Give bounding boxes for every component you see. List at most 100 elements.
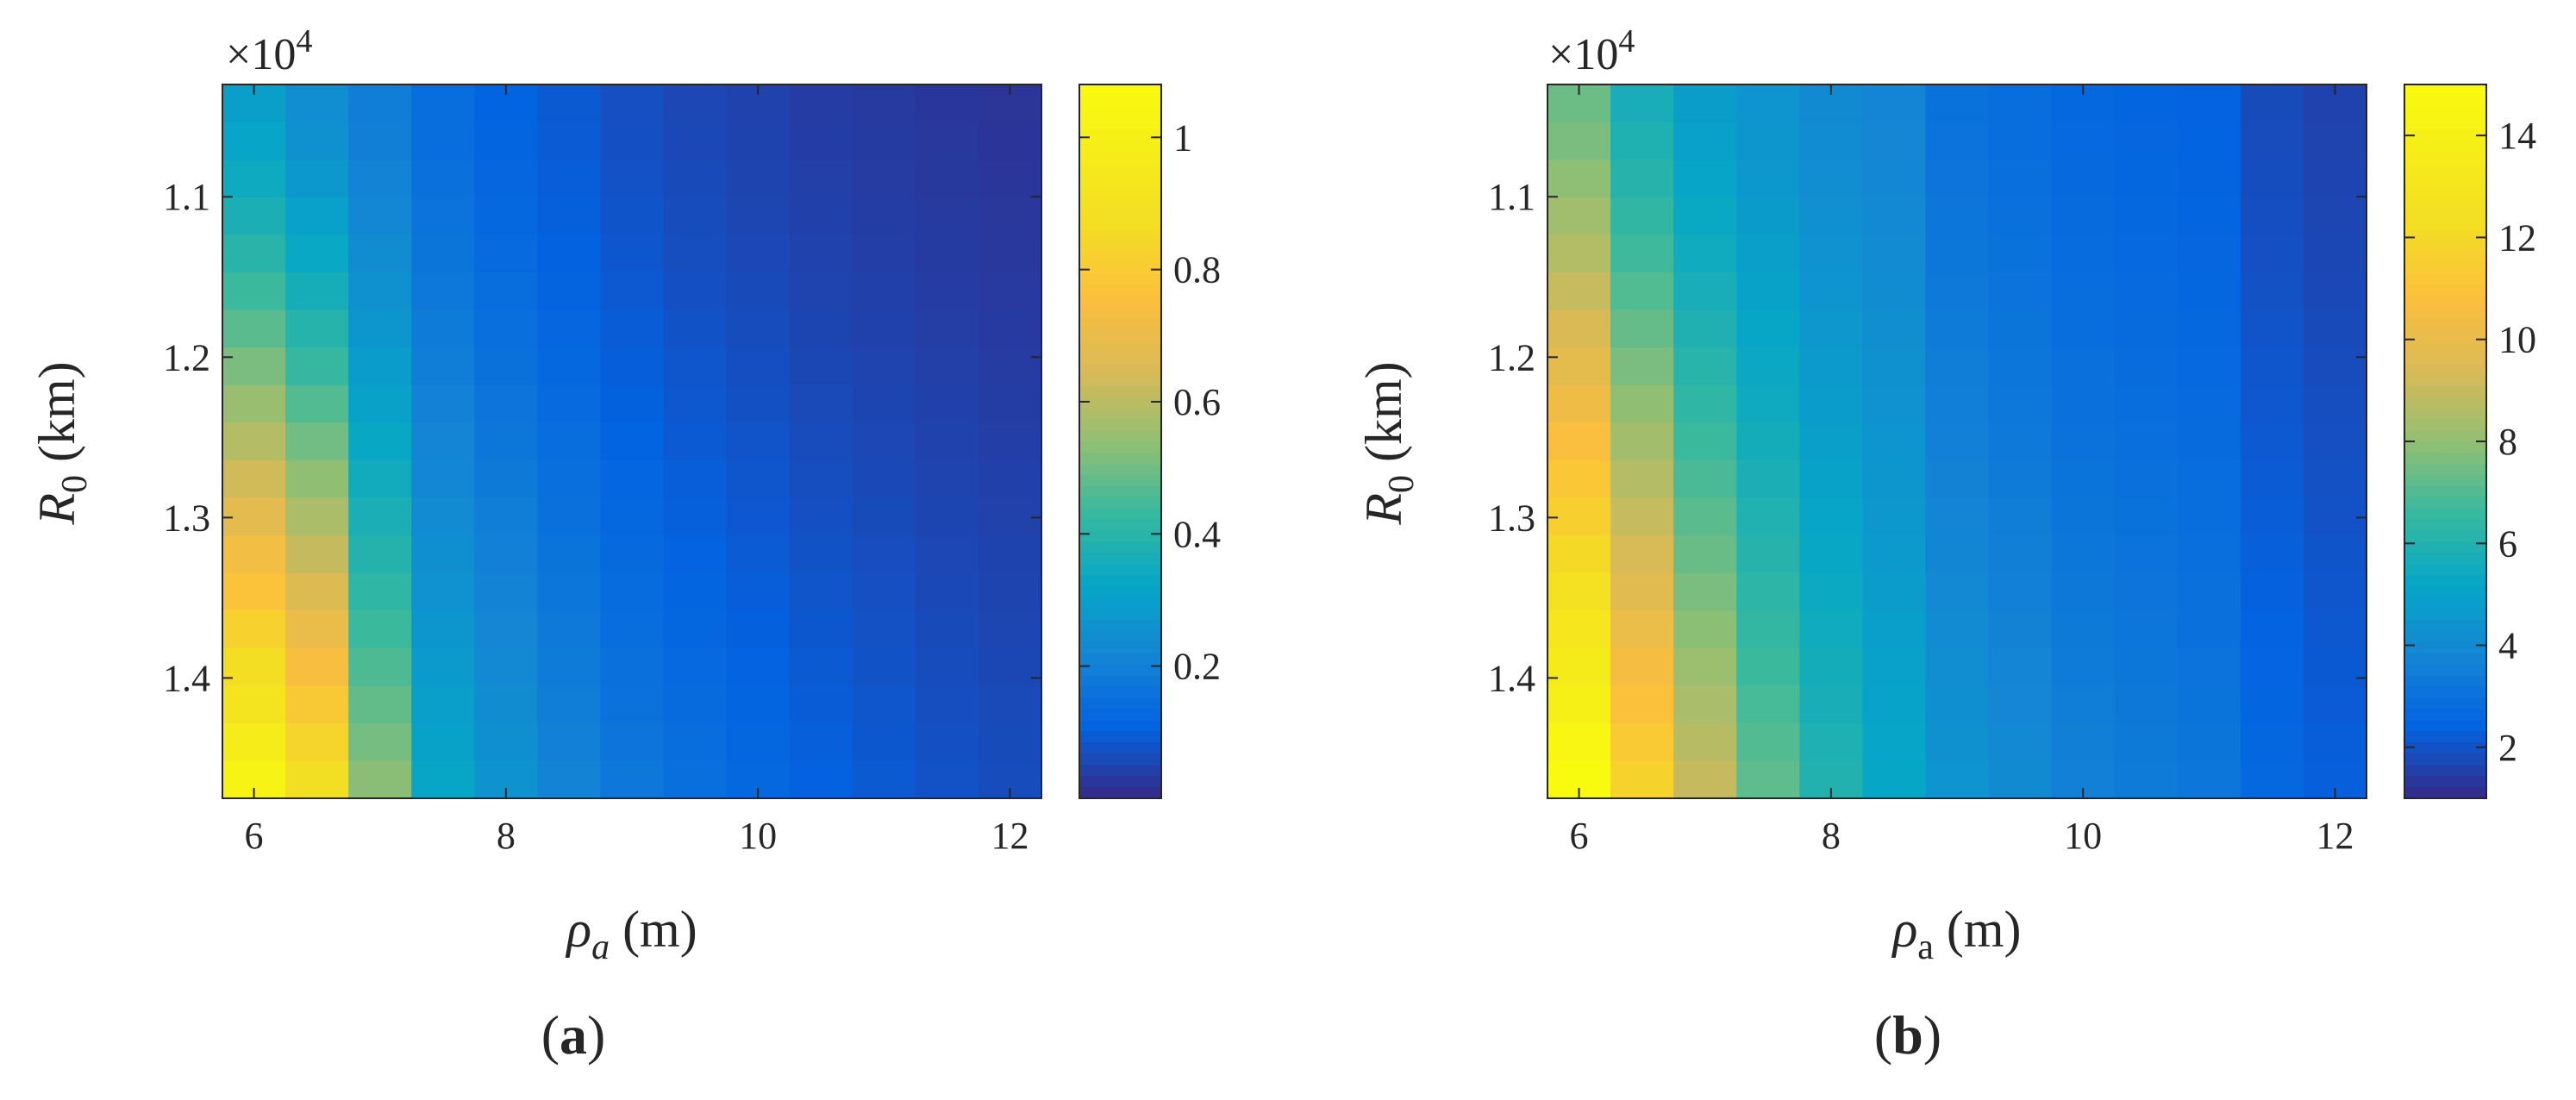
heatmap-cell	[1736, 760, 1800, 799]
heatmap-cell	[1736, 234, 1800, 273]
heatmap-cell	[1547, 234, 1611, 273]
colorbar-segment	[2404, 765, 2486, 777]
heatmap-cell	[2051, 272, 2116, 311]
colorbar-segment	[1079, 597, 1161, 609]
x-tick-label: 10	[2064, 815, 2102, 857]
colorbar-segment	[2404, 753, 2486, 766]
heatmap-cell	[474, 384, 538, 423]
colorbar-segment	[1079, 397, 1161, 409]
heatmap-cell	[789, 234, 853, 273]
heatmap-cell	[1610, 309, 1674, 348]
heatmap-cell	[1862, 422, 1927, 461]
heatmap-cell	[1610, 760, 1674, 799]
heatmap-cell	[1799, 422, 1863, 461]
colorbar-segment	[2404, 787, 2486, 799]
y-tick-label: 1.3	[163, 497, 210, 539]
heatmap-cell	[726, 685, 791, 724]
heatmap-cell	[348, 610, 412, 649]
colorbar-segment	[2404, 541, 2486, 553]
heatmap-cell	[978, 459, 1042, 498]
heatmap-cell	[600, 309, 665, 348]
heatmap-cell	[1925, 159, 1990, 198]
heatmap-cell	[1673, 722, 1737, 762]
heatmap-cell	[2177, 760, 2241, 799]
colorbar-segment	[2404, 196, 2486, 208]
heatmap-cell	[1862, 685, 1927, 724]
colorbar-segment	[1079, 408, 1161, 420]
heatmap-cell	[1799, 685, 1863, 724]
heatmap-cell	[1610, 122, 1674, 160]
heatmap-cell	[726, 459, 791, 498]
heatmap-cell	[2114, 610, 2179, 649]
heatmap-cell	[2303, 572, 2367, 611]
heatmap-cell	[2177, 122, 2241, 160]
heatmap-cell	[1673, 234, 1737, 273]
x-tick-label: 8	[497, 815, 516, 857]
heatmap-cell	[2240, 497, 2304, 536]
colorbar-segment	[1079, 263, 1161, 275]
heatmap-cell	[1547, 610, 1611, 649]
colorbar-segment	[1079, 553, 1161, 565]
heatmap-cell	[1925, 422, 1990, 461]
heatmap-a	[222, 84, 1042, 799]
colorbar-segment	[1079, 641, 1161, 654]
colorbar-segment	[2404, 620, 2486, 632]
heatmap-cell	[1799, 572, 1863, 611]
heatmap-cell	[852, 272, 916, 311]
heatmap-cell	[2240, 459, 2304, 498]
heatmap-cell	[600, 572, 665, 611]
heatmap-cell	[285, 647, 349, 686]
heatmap-cell	[600, 459, 665, 498]
heatmap-cell	[600, 722, 665, 762]
heatmap-cell	[663, 572, 728, 611]
colorbar-segment	[1079, 218, 1161, 230]
heatmap-cell	[2051, 234, 2116, 273]
ylabel-b: R0 (km)	[1355, 361, 1422, 525]
colorbar-segment	[2404, 452, 2486, 465]
heatmap-cell	[2114, 647, 2179, 686]
colorbar-tick-label: 8	[2498, 421, 2517, 463]
heatmap-cell	[1736, 384, 1800, 423]
heatmap-cell	[600, 534, 665, 574]
heatmap-cell	[726, 234, 791, 273]
heatmap-cell	[222, 459, 286, 498]
colorbar-segment	[2404, 508, 2486, 521]
heatmap-cell	[1988, 647, 2053, 686]
heatmap-cell	[600, 384, 665, 423]
heatmap-cell	[2240, 197, 2304, 235]
colorbar-tick-label: 0.8	[1173, 249, 1221, 291]
heatmap-cell	[348, 122, 412, 160]
heatmap-cell	[915, 497, 979, 536]
heatmap-cell	[222, 347, 286, 386]
heatmap-cell	[1799, 534, 1863, 574]
heatmap-cell	[852, 760, 916, 799]
heatmap-cell	[537, 647, 602, 686]
heatmap-cell	[348, 84, 412, 123]
heatmap-cell	[789, 122, 853, 160]
heatmap-cell	[1736, 422, 1800, 461]
heatmap-cell	[2051, 610, 2116, 649]
colorbar-a: 1 0.8 0.6 0.4 0.2	[1079, 84, 1221, 799]
heatmap-cell	[789, 685, 853, 724]
heatmap-cell	[726, 610, 791, 649]
heatmap-cell	[1547, 384, 1611, 423]
heatmap-cell	[2051, 497, 2116, 536]
plot-frame-b	[1547, 84, 2367, 799]
heatmap-cell	[915, 347, 979, 386]
heatmap-cell	[1610, 685, 1674, 724]
heatmap-cell	[726, 497, 791, 536]
heatmap-cell	[2051, 309, 2116, 348]
heatmap-cell	[285, 309, 349, 348]
heatmap-cell	[2051, 197, 2116, 235]
heatmap-cell	[1925, 384, 1990, 423]
heatmap-cell	[978, 722, 1042, 762]
heatmap-cell	[600, 610, 665, 649]
heatmap-cell	[1862, 384, 1927, 423]
colorbar-segment	[2404, 641, 2486, 654]
heatmap-cell	[348, 159, 412, 198]
heatmap-cell	[1610, 572, 1674, 611]
heatmap-cell	[222, 309, 286, 348]
heatmap-cell	[348, 309, 412, 348]
heatmap-cell	[663, 722, 728, 762]
heatmap-cell	[1673, 272, 1737, 311]
